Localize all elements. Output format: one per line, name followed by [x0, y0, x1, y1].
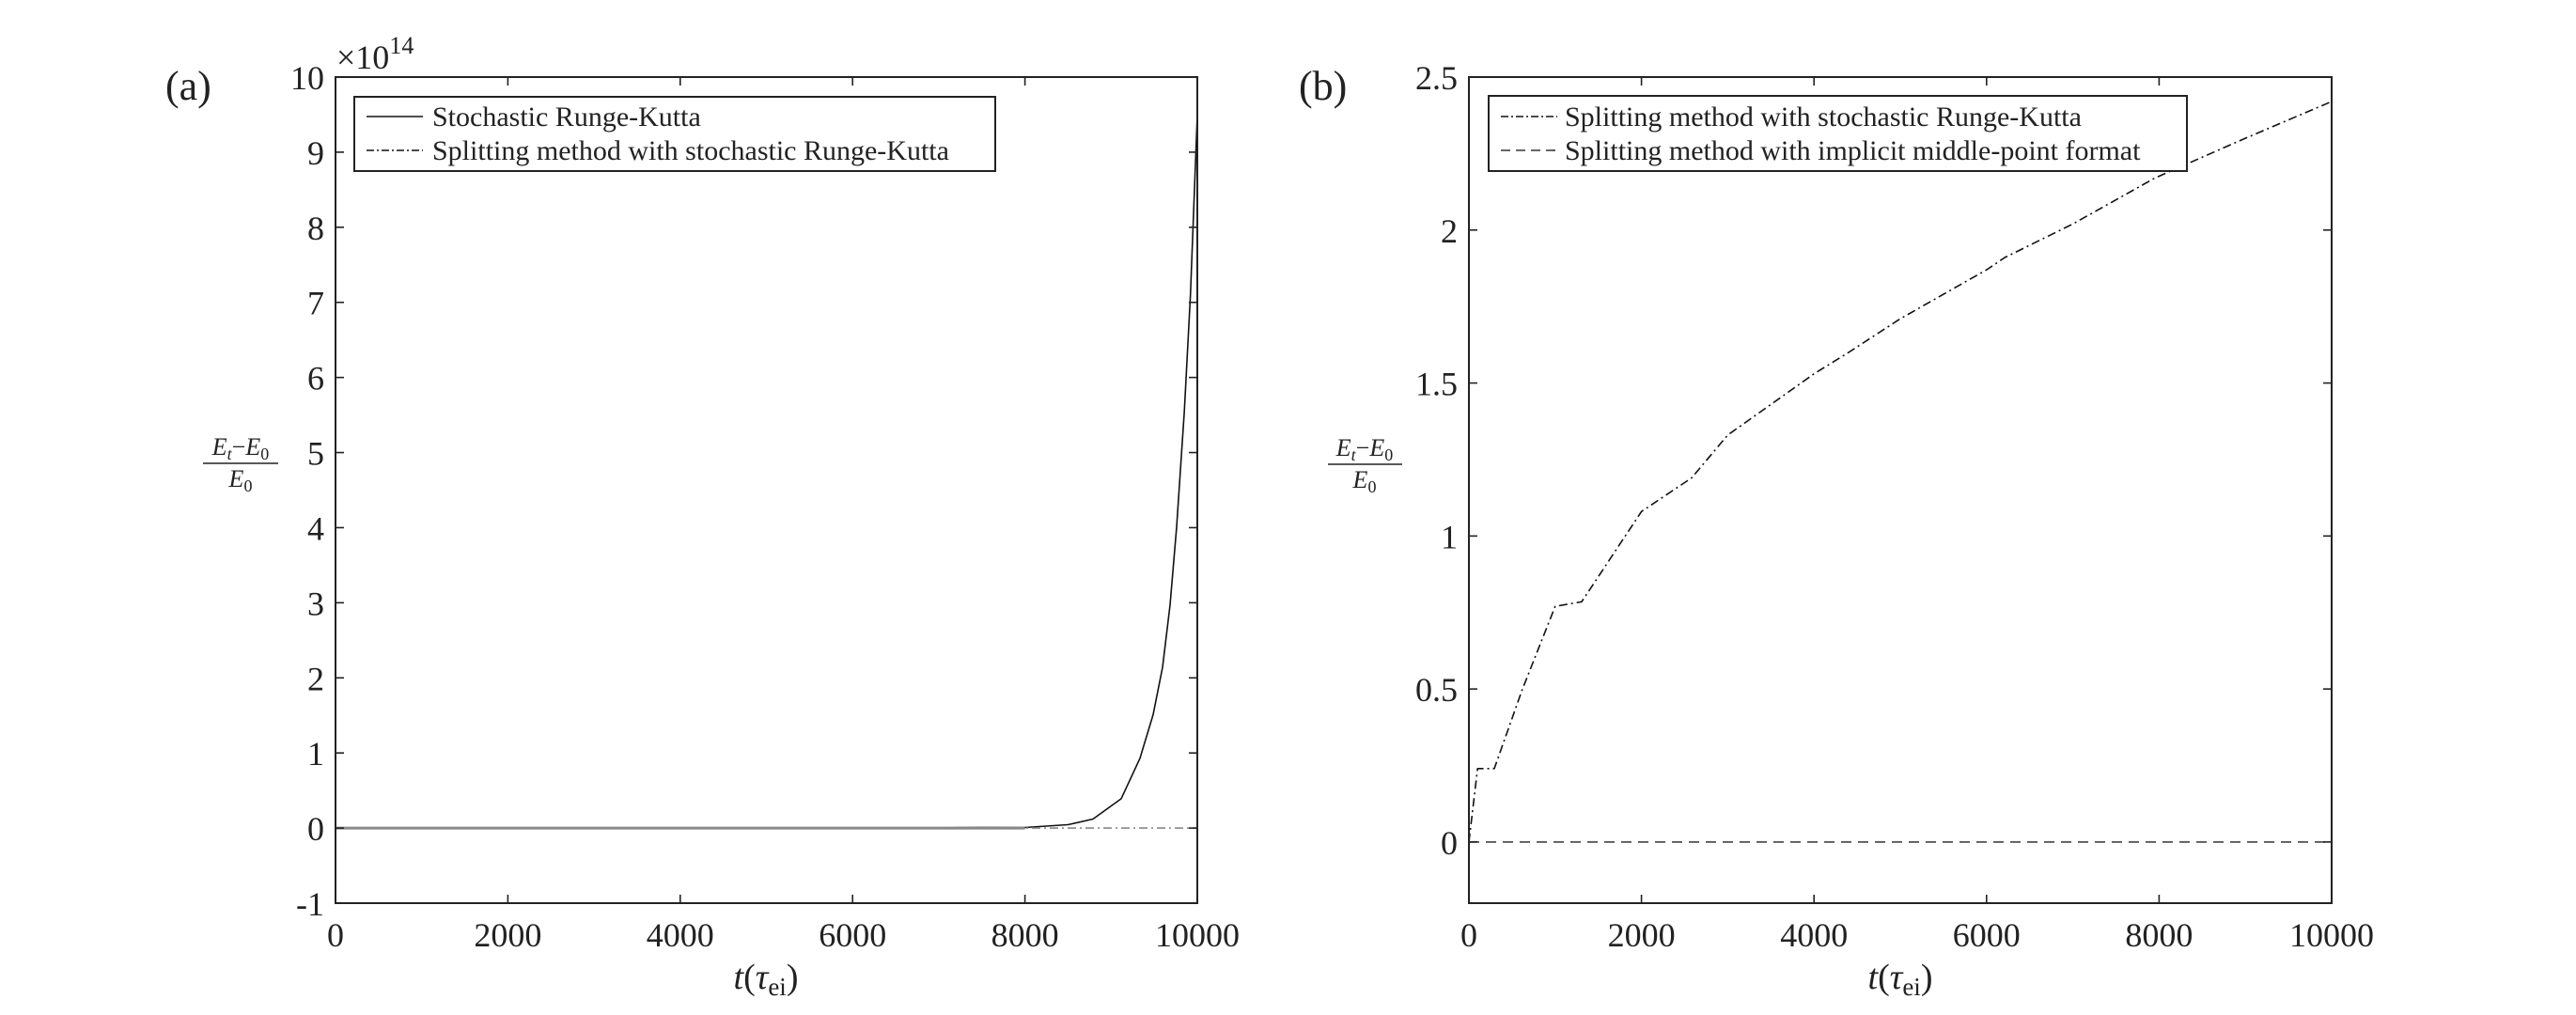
- svg-text:E0: E0: [228, 465, 253, 495]
- series-line-0: [1468, 101, 2333, 842]
- y-tick-label: 1.5: [1415, 366, 1458, 403]
- x-tick-label: 6000: [819, 916, 886, 954]
- panel-a-axes-frame: [335, 76, 1198, 904]
- series-line-0: [336, 114, 1198, 829]
- x-tick-label: 10000: [2289, 916, 2374, 954]
- legend-entry-splitting-srk: Splitting method with stochastic Runge-K…: [432, 135, 949, 166]
- y-tick-label: 9: [307, 134, 324, 172]
- svg-text:Et−E0: Et−E0: [211, 433, 269, 463]
- x-tick-label: 4000: [1780, 916, 1848, 954]
- x-tick-label: 2000: [474, 916, 541, 954]
- panel-b-ylabel: Et−E0 E0: [1328, 434, 1402, 496]
- panel-b-plot-area: [1468, 101, 2333, 843]
- panel-b-legend: Splitting method with stochastic Runge-K…: [1488, 95, 2188, 172]
- panel-a-xlabel: t(τei): [734, 958, 799, 1001]
- y-tick-label: 10: [290, 59, 324, 97]
- y-tick-label: 1: [1441, 518, 1458, 555]
- y-tick-label: 1: [307, 735, 324, 773]
- y-tick-label: 0: [307, 810, 324, 848]
- svg-text:E0: E0: [1352, 466, 1377, 496]
- panel-b-ticks: 0 2000 4000 6000 8000 10000 0 0.5 1 1.5 2 2.5: [1415, 59, 2374, 954]
- panel-a-plot-area: [336, 114, 1198, 830]
- y-tick-label: 2: [1441, 212, 1458, 250]
- y-tick-label: 4: [307, 509, 324, 547]
- y-tick-label: 5: [307, 435, 324, 473]
- panel-a: (a) 0 2000 4000 6000 8000 10000-1012345678910…: [165, 32, 1240, 1001]
- legend-entry-srk: Stochastic Runge-Kutta: [432, 102, 701, 133]
- panel-a-legend: Stochastic Runge-Kutta Splitting method …: [353, 96, 996, 172]
- y-tick-label: 6: [307, 360, 324, 398]
- svg-text:Et−E0: Et−E0: [1335, 434, 1393, 464]
- panel-b-axes-frame: [1468, 76, 2333, 904]
- panel-b: (b) 0 2000 4000 6000 8000 10000 0 0.5 1 1.5 2 2.5 E…: [1299, 59, 2374, 1001]
- panel-b-xlabel: t(τei): [1868, 958, 1933, 1001]
- x-tick-label: 10000: [1155, 916, 1240, 954]
- panel-b-label: (b): [1299, 63, 1347, 109]
- y-tick-label: 2: [307, 660, 324, 697]
- y-tick-label: 7: [307, 285, 324, 322]
- panel-a-label: (a): [165, 63, 211, 109]
- y-tick-label: 2.5: [1415, 59, 1458, 97]
- legend-entry-splitting-srk: Splitting method with stochastic Runge-K…: [1565, 102, 2082, 133]
- x-tick-label: 2000: [1608, 916, 1676, 954]
- x-tick-label: 8000: [991, 916, 1059, 954]
- y-tick-label: 8: [307, 210, 324, 247]
- panel-a-ylabel: Et−E0 E0: [203, 433, 278, 495]
- x-tick-label: 4000: [647, 916, 714, 954]
- legend-entry-splitting-midpoint: Splitting method with implicit middle-po…: [1565, 135, 2141, 166]
- x-tick-label: 0: [1460, 916, 1477, 954]
- y-tick-label: 3: [307, 585, 324, 622]
- x-tick-label: 6000: [1953, 916, 2021, 954]
- x-tick-label: 8000: [2125, 916, 2193, 954]
- panel-a-y-multiplier: ×1014: [336, 32, 414, 76]
- y-tick-label: 0: [1441, 824, 1458, 862]
- x-tick-label: 0: [327, 916, 344, 954]
- y-tick-label: -1: [296, 885, 324, 923]
- y-tick-label: 0.5: [1415, 671, 1458, 709]
